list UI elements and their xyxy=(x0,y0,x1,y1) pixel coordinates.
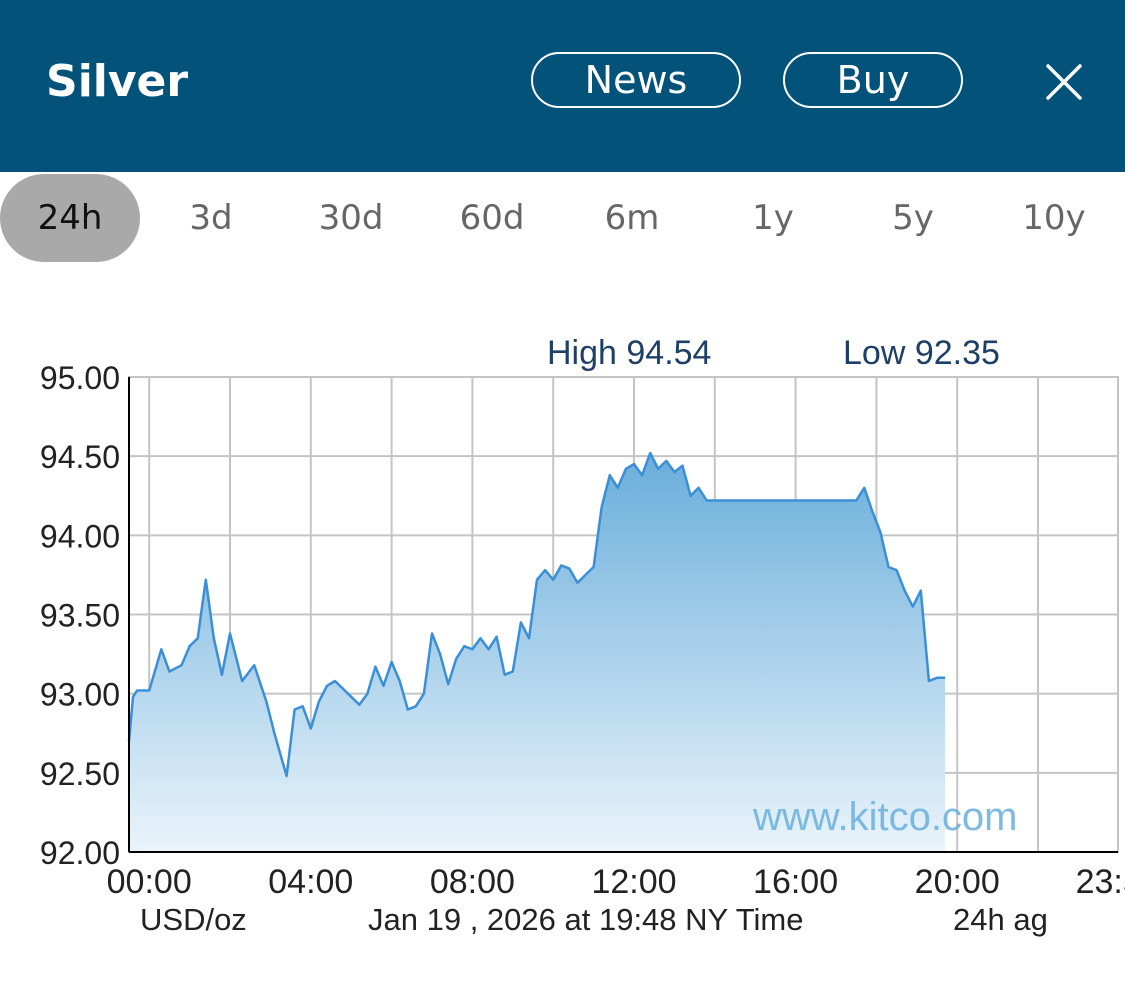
tab-1y[interactable]: 1y xyxy=(752,198,794,238)
unit-label: USD/oz xyxy=(140,902,247,937)
x-tick-label: 20:00 xyxy=(915,863,1000,901)
y-tick-label: 92.50 xyxy=(40,756,120,792)
y-tick-label: 93.50 xyxy=(40,598,120,634)
close-icon[interactable] xyxy=(1040,58,1090,108)
buy-button[interactable]: Buy xyxy=(783,52,963,108)
y-tick-label: 92.00 xyxy=(40,835,120,871)
news-button[interactable]: News xyxy=(531,52,741,108)
chart-area-layer xyxy=(127,451,946,852)
tab-3d[interactable]: 3d xyxy=(189,198,233,238)
low-label: Low 92.35 xyxy=(843,334,1000,372)
y-tick-label: 94.50 xyxy=(40,439,120,475)
price-line xyxy=(127,451,946,778)
y-tick-label: 95.00 xyxy=(40,360,120,396)
date-label: Jan 19 , 2026 at 19:48 NY Time xyxy=(368,902,803,937)
kitco-watermark: www.kitco.com xyxy=(752,795,1018,839)
x-tick-label: 00:00 xyxy=(107,863,192,901)
price-chart: 95.00 94.50 94.00 93.50 93.00 92.50 92.0000:00… xyxy=(40,334,1125,937)
tab-24h[interactable]: 24h xyxy=(0,174,140,262)
time-range-tabs: 24h 3d 30d 60d 6m 1y 5y 10y xyxy=(0,172,1125,264)
high-label: High 94.54 xyxy=(547,334,711,372)
y-tick-label: 93.00 xyxy=(40,677,120,713)
page-title: Silver xyxy=(46,56,189,107)
x-tick-label: 12:00 xyxy=(591,863,676,901)
x-tick-label: 16:00 xyxy=(753,863,838,901)
period-label: 24h ag xyxy=(953,902,1048,937)
price-area-fill xyxy=(129,453,946,852)
x-tick-label: 23:59 xyxy=(1076,863,1125,901)
x-tick-label: 08:00 xyxy=(430,863,515,901)
app-header: Silver News Buy xyxy=(0,0,1125,172)
tab-30d[interactable]: 30d xyxy=(318,198,384,238)
tab-10y[interactable]: 10y xyxy=(1022,198,1086,238)
y-tick-label: 94.00 xyxy=(40,518,120,554)
x-tick-label: 04:00 xyxy=(268,863,353,901)
tab-5y[interactable]: 5y xyxy=(892,198,934,238)
tab-6m[interactable]: 6m xyxy=(604,198,660,238)
tab-60d[interactable]: 60d xyxy=(459,198,525,238)
